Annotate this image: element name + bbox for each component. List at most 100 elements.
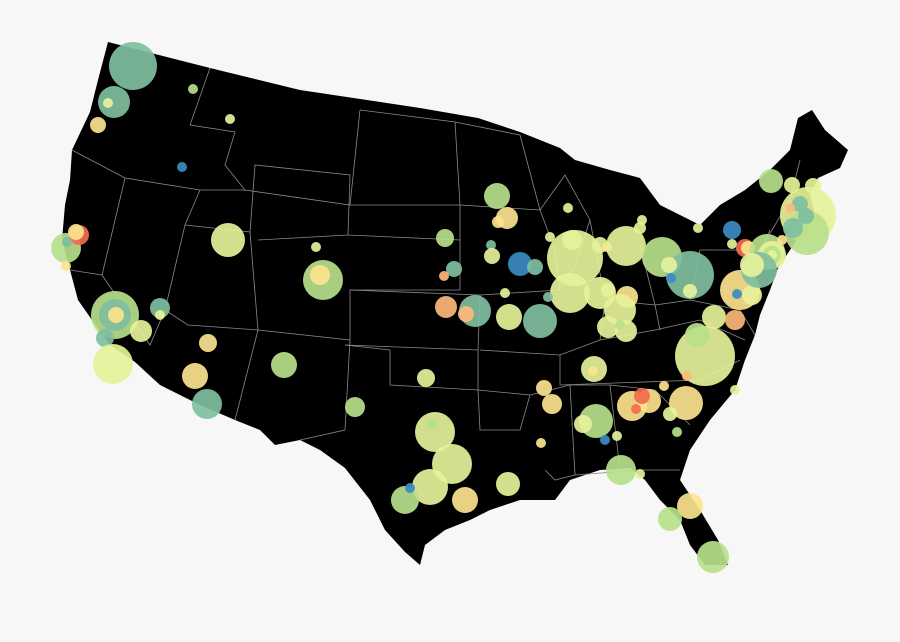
map-bubble[interactable] xyxy=(574,415,592,433)
map-bubble[interactable] xyxy=(606,226,646,266)
map-bubble[interactable] xyxy=(543,292,553,302)
map-bubble[interactable] xyxy=(702,305,726,329)
map-bubble[interactable] xyxy=(597,316,619,338)
map-bubble[interactable] xyxy=(683,284,697,298)
map-bubble[interactable] xyxy=(182,363,208,389)
map-bubble[interactable] xyxy=(527,259,543,275)
map-bubble[interactable] xyxy=(550,273,590,313)
map-bubble[interactable] xyxy=(93,344,133,384)
map-bubble[interactable] xyxy=(785,203,795,213)
map-bubble[interactable] xyxy=(192,389,222,419)
map-bubble[interactable] xyxy=(271,352,297,378)
map-bubble[interactable] xyxy=(547,230,603,286)
map-bubble[interactable] xyxy=(792,196,808,212)
map-bubble[interactable] xyxy=(405,483,415,493)
map-bubble[interactable] xyxy=(486,240,496,250)
map-bubble[interactable] xyxy=(697,541,729,573)
map-bubble[interactable] xyxy=(508,252,532,276)
map-bubble[interactable] xyxy=(130,320,152,342)
map-bubble[interactable] xyxy=(682,371,692,381)
map-bubble[interactable] xyxy=(412,469,448,505)
map-bubble[interactable] xyxy=(109,42,157,90)
map-bubble[interactable] xyxy=(391,486,419,514)
map-bubble[interactable] xyxy=(635,469,645,479)
map-bubble[interactable] xyxy=(612,431,622,441)
map-bubble[interactable] xyxy=(562,230,582,250)
map-bubble[interactable] xyxy=(446,261,462,277)
map-bubble[interactable] xyxy=(225,114,235,124)
map-bubble[interactable] xyxy=(666,273,676,283)
map-bubble[interactable] xyxy=(677,493,703,519)
map-bubble[interactable] xyxy=(211,223,245,257)
map-bubble[interactable] xyxy=(439,271,449,281)
map-bubble[interactable] xyxy=(108,307,124,323)
map-bubble[interactable] xyxy=(685,323,709,347)
map-bubble[interactable] xyxy=(415,412,455,452)
map-bubble[interactable] xyxy=(563,203,573,213)
map-bubble[interactable] xyxy=(150,298,170,318)
map-bubble[interactable] xyxy=(545,232,555,242)
map-bubble[interactable] xyxy=(435,296,457,318)
map-bubble[interactable] xyxy=(68,224,84,240)
map-bubble[interactable] xyxy=(417,369,435,387)
map-bubble[interactable] xyxy=(784,177,800,193)
map-bubble[interactable] xyxy=(672,427,682,437)
map-bubble[interactable] xyxy=(98,86,130,118)
map-bubble[interactable] xyxy=(727,239,737,249)
map-bubble[interactable] xyxy=(631,404,641,414)
map-bubble[interactable] xyxy=(155,310,165,320)
map-bubble[interactable] xyxy=(658,507,682,531)
map-bubble[interactable] xyxy=(542,394,562,414)
map-bubble[interactable] xyxy=(725,310,745,330)
map-bubble[interactable] xyxy=(492,216,504,228)
map-bubble[interactable] xyxy=(536,380,552,396)
map-bubble[interactable] xyxy=(663,407,677,421)
map-bubble[interactable] xyxy=(536,438,546,448)
map-bubble[interactable] xyxy=(669,386,703,420)
map-bubble[interactable] xyxy=(62,237,72,247)
map-bubble[interactable] xyxy=(730,385,740,395)
map-bubble[interactable] xyxy=(659,381,669,391)
map-bubble[interactable] xyxy=(484,248,500,264)
map-bubble[interactable] xyxy=(723,221,741,239)
map-bubble[interactable] xyxy=(634,388,650,404)
map-bubble[interactable] xyxy=(777,235,787,245)
map-bubble[interactable] xyxy=(732,289,742,299)
map-bubble[interactable] xyxy=(615,320,625,330)
map-bubble[interactable] xyxy=(345,397,365,417)
map-bubble[interactable] xyxy=(452,487,478,513)
map-bubble[interactable] xyxy=(588,366,598,376)
map-bubble[interactable] xyxy=(600,435,610,445)
map-bubble[interactable] xyxy=(693,223,703,233)
map-bubble[interactable] xyxy=(199,334,217,352)
map-bubble[interactable] xyxy=(523,304,557,338)
bubble-layer xyxy=(51,42,836,573)
map-bubble[interactable] xyxy=(637,215,647,225)
map-bubble[interactable] xyxy=(783,218,803,238)
map-bubble[interactable] xyxy=(606,455,636,485)
map-bubble[interactable] xyxy=(96,329,114,347)
map-bubble[interactable] xyxy=(103,98,113,108)
map-bubble[interactable] xyxy=(666,251,714,299)
map-bubble[interactable] xyxy=(310,265,330,285)
map-bubble[interactable] xyxy=(496,472,520,496)
map-bubble[interactable] xyxy=(458,306,474,322)
map-bubble[interactable] xyxy=(759,169,783,193)
map-bubble[interactable] xyxy=(798,208,814,224)
map-bubble[interactable] xyxy=(61,261,71,271)
map-bubble[interactable] xyxy=(634,222,646,234)
map-bubble[interactable] xyxy=(484,183,510,209)
map-bubble[interactable] xyxy=(311,242,321,252)
map-bubble[interactable] xyxy=(426,418,438,430)
map-bubble[interactable] xyxy=(500,288,510,298)
map-bubble[interactable] xyxy=(496,304,522,330)
map-bubble[interactable] xyxy=(661,257,677,273)
map-bubble[interactable] xyxy=(177,162,187,172)
map-bubble[interactable] xyxy=(742,285,762,305)
map-bubble[interactable] xyxy=(740,253,764,277)
map-bubble[interactable] xyxy=(188,84,198,94)
map-bubble[interactable] xyxy=(601,283,615,297)
map-bubble[interactable] xyxy=(436,229,454,247)
map-bubble[interactable] xyxy=(90,117,106,133)
